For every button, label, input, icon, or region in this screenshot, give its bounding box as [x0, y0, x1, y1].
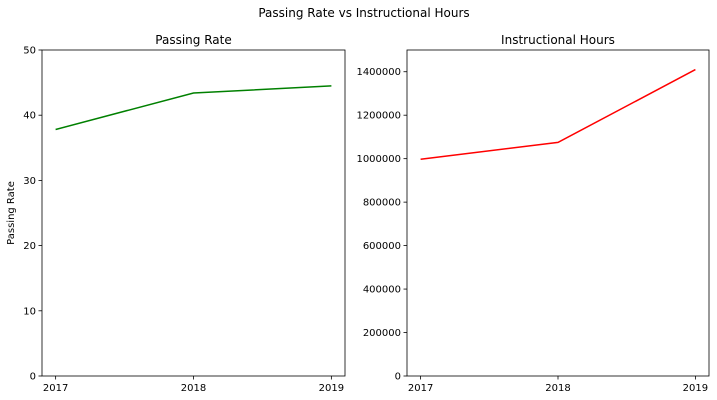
y-tick-label: 10	[23, 306, 36, 317]
chart-passing-rate: Passing Rate Passing Rate 0 10 20 30 40 50 2017 2…	[6, 33, 346, 394]
y-tick-label: 30	[23, 176, 36, 187]
chart-instructional-hours: Instructional Hours 0 200000 400000 600000 80…	[356, 33, 710, 394]
x-tick-label: 2017	[408, 383, 433, 394]
y-tick-label: 1000000	[356, 154, 401, 165]
y-tick-label: 50	[23, 46, 36, 57]
y-tick-label: 400000	[363, 285, 401, 296]
x-tick-label: 2018	[545, 383, 570, 394]
x-tick-label: 2018	[181, 383, 206, 394]
y-tick-label: 1200000	[356, 111, 401, 122]
axes-frame-instructional-hours	[406, 49, 710, 377]
y-tick-label: 200000	[363, 328, 401, 339]
y-tick-label: 800000	[363, 198, 401, 209]
y-tick-label: 1400000	[356, 67, 401, 78]
y-tick-label: 0	[395, 372, 401, 383]
series-line-instructional-hours	[420, 68, 696, 161]
y-tick-label: 0	[30, 372, 36, 383]
y-tick-label: 600000	[363, 241, 401, 252]
y-tick-label: 20	[23, 241, 36, 252]
x-tick-label: 2017	[43, 383, 68, 394]
x-tick-label: 2019	[319, 383, 344, 394]
y-tick-label: 40	[23, 111, 36, 122]
y-axis-label: Passing Rate	[6, 181, 17, 245]
subplot-title: Instructional Hours	[501, 33, 615, 47]
axes-frame-passing-rate	[41, 49, 346, 377]
figure-suptitle: Passing Rate vs Instructional Hours	[258, 6, 469, 20]
subplot-title: Passing Rate	[155, 33, 231, 47]
series-line-passing-rate	[55, 85, 332, 131]
x-tick-label: 2019	[683, 383, 708, 394]
